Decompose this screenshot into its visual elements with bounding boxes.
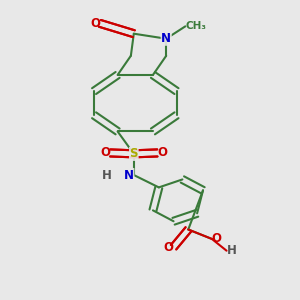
Text: O: O <box>100 146 110 159</box>
Text: O: O <box>212 232 222 245</box>
Text: O: O <box>90 17 100 30</box>
Text: N: N <box>161 32 171 45</box>
Text: H: H <box>102 169 112 182</box>
Text: N: N <box>124 169 134 182</box>
Text: CH₃: CH₃ <box>185 21 206 31</box>
Text: H: H <box>226 244 236 257</box>
Text: O: O <box>158 146 167 159</box>
Text: S: S <box>130 147 138 160</box>
Text: O: O <box>164 241 174 254</box>
